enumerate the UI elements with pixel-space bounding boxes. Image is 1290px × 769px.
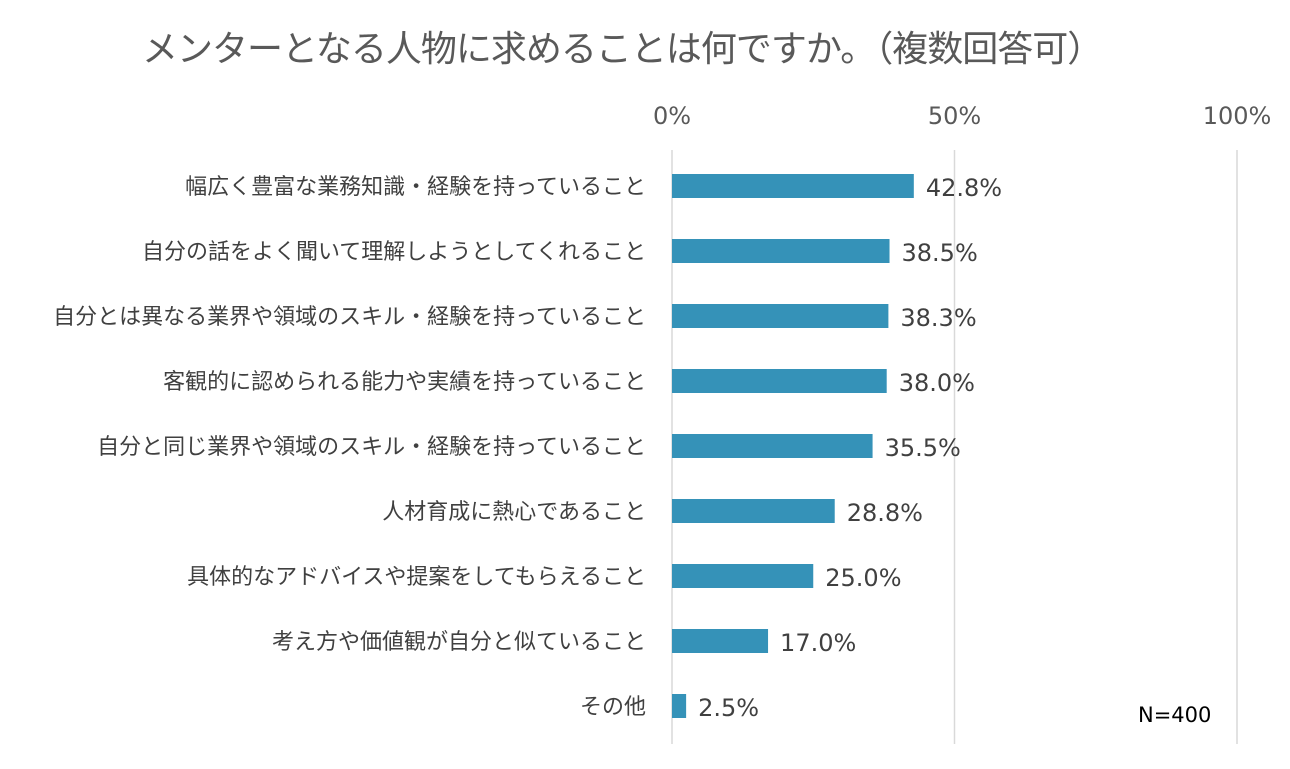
bar [672, 434, 873, 458]
bar [672, 304, 889, 328]
sample-size-note: N=400 [1138, 703, 1212, 727]
category-label: 客観的に認められる能力や実績を持っていること [163, 370, 646, 395]
category-label: 自分とは異なる業界や領域のスキル・経験を持っていること [53, 305, 646, 330]
bar [672, 564, 814, 588]
bar [672, 629, 769, 653]
category-label: 具体的なアドバイスや提案をしてもらえること [187, 565, 646, 590]
bars [672, 174, 914, 718]
category-label: その他 [580, 695, 646, 720]
value-label: 42.8% [926, 174, 1002, 202]
bar [672, 369, 887, 393]
value-labels: 42.8% 38.5% 38.3% 38.0% 35.5% 28.8% 25.0% 17.0%… [698, 174, 1002, 722]
value-label: 35.5% [885, 434, 961, 462]
category-label: 自分と同じ業界や領域のスキル・経験を持っていること [97, 435, 646, 460]
x-tick-label: 0% [653, 102, 691, 130]
value-label: 2.5% [698, 694, 759, 722]
value-label: 38.5% [902, 239, 978, 267]
category-label: 考え方や価値観が自分と似ていること [272, 630, 646, 655]
value-label: 17.0% [780, 629, 856, 657]
value-label: 38.3% [900, 304, 976, 332]
bar [672, 694, 687, 718]
bar [672, 499, 835, 523]
x-tick-label: 50% [928, 102, 981, 130]
value-label: 38.0% [899, 369, 975, 397]
x-tick-label: 100% [1203, 102, 1272, 130]
category-label: 人材育成に熱心であること [382, 500, 646, 525]
value-label: 25.0% [825, 564, 901, 592]
bar [672, 174, 914, 198]
value-label: 28.8% [847, 499, 923, 527]
category-label: 幅広く豊富な業務知識・経験を持っていること [185, 175, 646, 200]
category-label: 自分の話をよく聞いて理解しようとしてくれること [142, 240, 646, 265]
chart-title: メンターとなる人物に求めることは何ですか。（複数回答可） [142, 29, 1103, 70]
category-labels: 幅広く豊富な業務知識・経験を持っていること自分の話をよく聞いて理解しようとしてく… [53, 175, 646, 720]
bar [672, 239, 890, 263]
x-axis-ticks: 0% 50% 100% [653, 102, 1271, 130]
